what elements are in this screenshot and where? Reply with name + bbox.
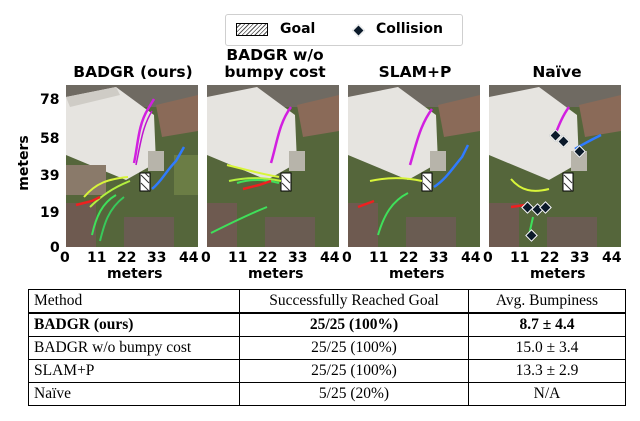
row-goal: 25/25 (100%): [239, 336, 469, 360]
x-tick-33: 33: [570, 250, 590, 266]
x-tick-44: 44: [461, 250, 481, 266]
x-axis-label: meters: [389, 266, 445, 282]
row-method: BADGR (ours): [28, 312, 240, 337]
legend-collision-label: Collision: [376, 21, 444, 37]
x-tick-22: 22: [540, 250, 560, 266]
collision-diamond-icon: [352, 24, 365, 37]
legend-goal-label: Goal: [280, 21, 316, 37]
x-tick-11: 11: [369, 250, 389, 266]
row-method: Naïve: [28, 382, 240, 406]
map-panel-badgr: [66, 85, 198, 247]
table-row: BADGR w/o bumpy cost 25/25 (100%) 15.0 ±…: [28, 336, 626, 360]
row-goal: 25/25 (100%): [239, 312, 469, 337]
x-tick-22: 22: [117, 250, 137, 266]
row-goal: 25/25 (100%): [239, 359, 469, 383]
panel-title-badgr: BADGR (ours): [73, 63, 193, 81]
x-tick-0: 0: [342, 250, 352, 266]
row-method: SLAM+P: [28, 359, 240, 383]
results-table: Method Successfully Reached Goal Avg. Bu…: [28, 289, 626, 406]
x-tick-22: 22: [258, 250, 278, 266]
y-tick-58: 58: [40, 131, 60, 147]
panel-title-badgr-no-bumpy: BADGR w/o bumpy cost: [224, 46, 326, 81]
table-row: Naïve 5/25 (20%) N/A: [28, 382, 626, 406]
x-tick-33: 33: [288, 250, 308, 266]
x-tick-44: 44: [320, 250, 340, 266]
y-tick-0: 0: [50, 240, 60, 256]
y-tick-39: 39: [40, 168, 60, 184]
header-method: Method: [28, 289, 240, 314]
x-tick-11: 11: [510, 250, 530, 266]
map-panel-slam: [348, 85, 480, 247]
header-bumpiness: Avg. Bumpiness: [468, 289, 626, 314]
x-tick-0: 0: [60, 250, 70, 266]
panel-title-slam: SLAM+P: [378, 63, 452, 81]
map-panel-naive: [489, 85, 621, 247]
y-tick-78: 78: [40, 92, 60, 108]
x-tick-11: 11: [228, 250, 248, 266]
x-tick-33: 33: [429, 250, 449, 266]
goal-hatch-icon: [236, 23, 268, 36]
row-bumpiness: 15.0 ± 3.4: [468, 336, 626, 360]
x-tick-22: 22: [399, 250, 419, 266]
x-tick-0: 0: [201, 250, 211, 266]
x-tick-44: 44: [179, 250, 199, 266]
x-tick-11: 11: [87, 250, 107, 266]
y-tick-19: 19: [40, 205, 60, 221]
row-bumpiness: 13.3 ± 2.9: [468, 359, 626, 383]
row-goal: 5/25 (20%): [239, 382, 469, 406]
x-axis-label: meters: [530, 266, 586, 282]
legend: Goal Collision: [225, 14, 463, 46]
x-tick-33: 33: [147, 250, 167, 266]
table-header-row: Method Successfully Reached Goal Avg. Bu…: [28, 289, 626, 314]
row-bumpiness: 8.7 ± 4.4: [468, 312, 626, 337]
x-axis-label: meters: [107, 266, 163, 282]
panel-title-naive: Naïve: [532, 63, 582, 81]
row-bumpiness: N/A: [468, 382, 626, 406]
map-panel-badgr-no-bumpy: [207, 85, 339, 247]
row-method: BADGR w/o bumpy cost: [28, 336, 240, 360]
x-tick-44: 44: [602, 250, 622, 266]
header-goal: Successfully Reached Goal: [239, 289, 469, 314]
y-axis-label: meters: [15, 135, 32, 191]
table-row: BADGR (ours) 25/25 (100%) 8.7 ± 4.4: [28, 312, 626, 337]
table-row: SLAM+P 25/25 (100%) 13.3 ± 2.9: [28, 359, 626, 383]
x-axis-label: meters: [248, 266, 304, 282]
x-tick-0: 0: [483, 250, 493, 266]
